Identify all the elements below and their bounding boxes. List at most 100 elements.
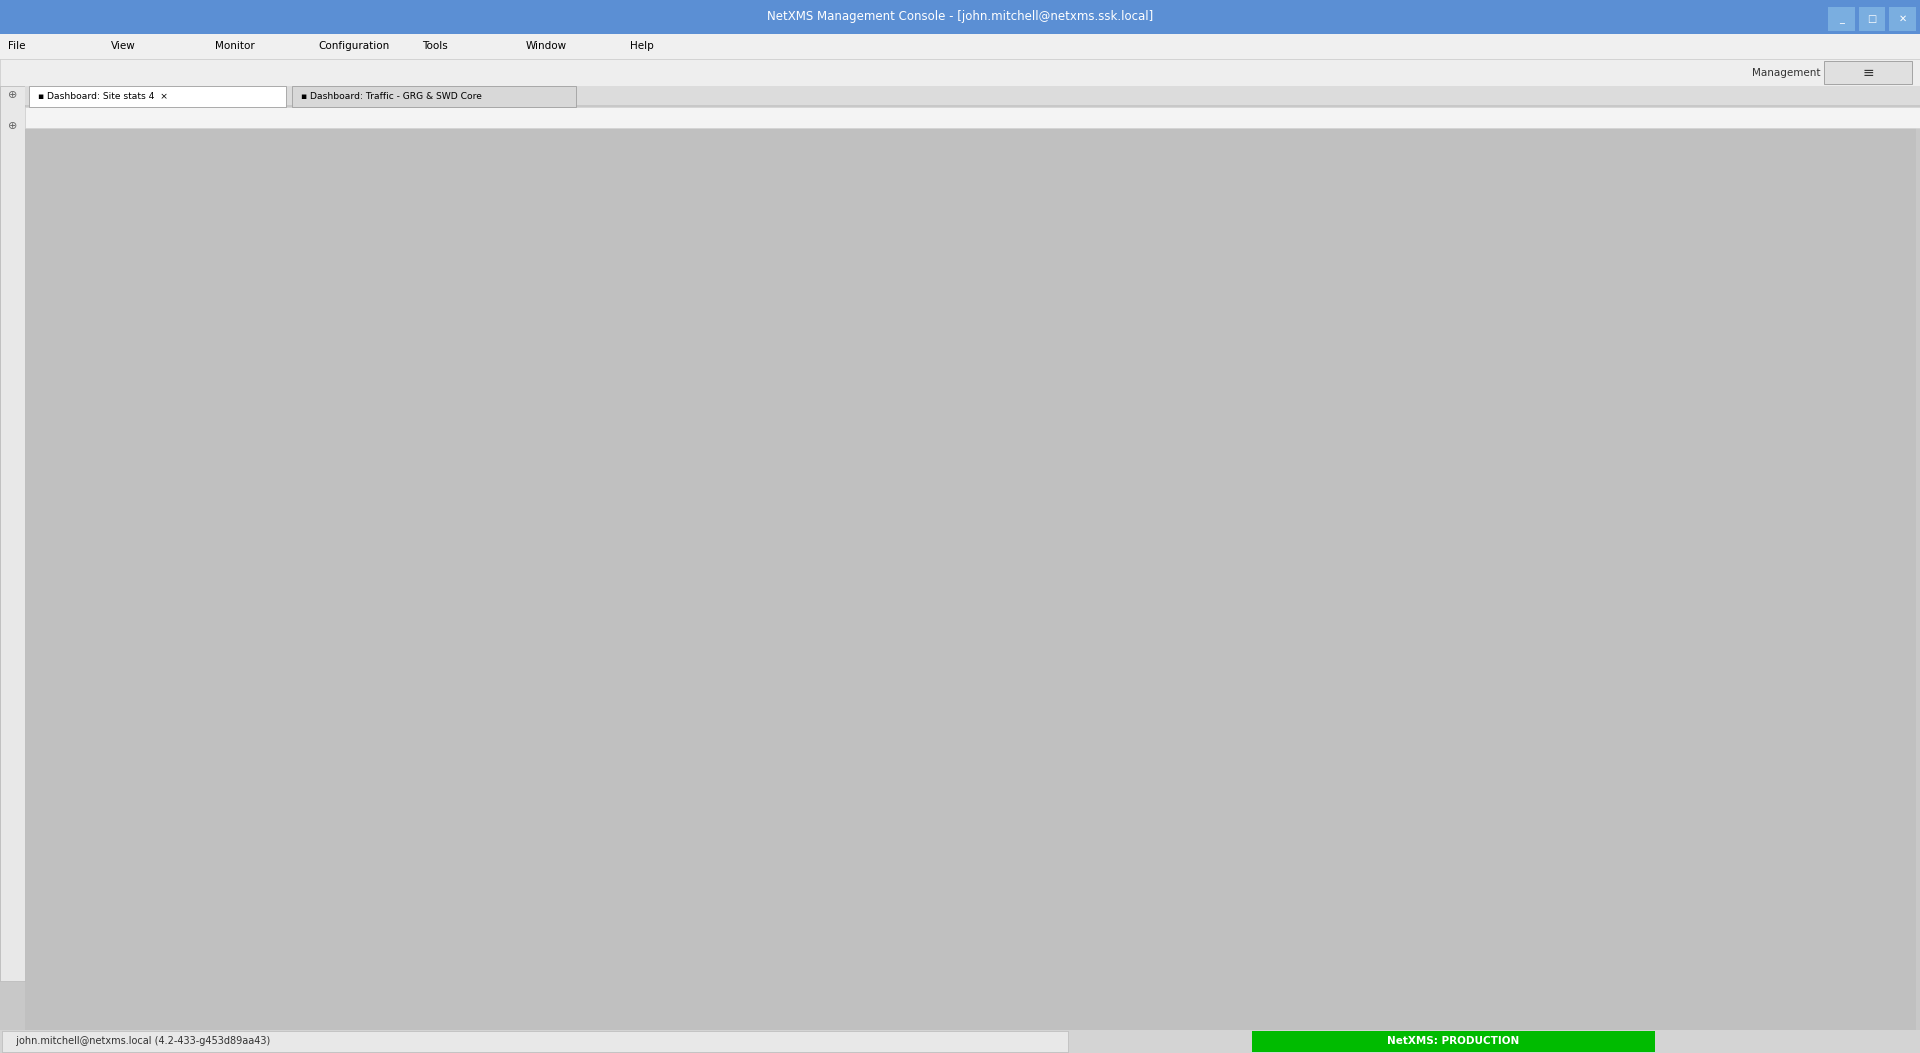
Text: 252.826 k: 252.826 k [426,539,472,548]
Bar [632,857,634,891]
Bar [1511,392,1515,432]
Bar [1071,859,1075,891]
Bar [985,962,1002,975]
Bar [1373,388,1375,432]
Bar [718,860,722,891]
Bar [1857,865,1859,891]
Bar [1690,857,1692,891]
Bar [1636,388,1640,432]
Text: 0.000: 0.000 [1613,477,1638,486]
Bar [1526,856,1530,891]
Bar [724,860,726,891]
Bar [1578,388,1580,432]
Bar [1359,862,1363,891]
Text: 3.559 M: 3.559 M [1855,505,1891,514]
Bar [1094,860,1096,891]
Bar [985,935,1002,947]
Bar [1534,391,1536,432]
Bar [948,859,952,891]
Bar [1832,388,1836,432]
Text: Robertson: Robertson [703,138,770,151]
Bar [630,857,632,891]
Bar [1553,857,1557,891]
Bar [1087,860,1089,891]
Bar [1482,857,1486,891]
Bar [1690,392,1692,432]
Bar [1561,859,1563,891]
Bar [1548,857,1551,891]
Bar [849,857,852,891]
Bar [1375,388,1379,432]
Text: Latency: Latency [60,450,94,458]
Bar [1044,858,1048,891]
Bar [687,859,691,891]
Bar [2,1031,1068,1052]
Bar [922,859,925,891]
Bar [1169,859,1171,891]
Bar [1192,383,1196,432]
Bar [1288,382,1290,432]
Text: 189.448 k: 189.448 k [1292,992,1338,1001]
Bar [1244,857,1246,891]
Bar [1682,859,1686,891]
Bar [1811,386,1812,432]
Text: 0.000: 0.000 [828,936,854,946]
Bar [1492,857,1496,891]
Bar [1394,860,1398,891]
Text: 20.573: 20.573 [434,450,465,458]
Text: Latency: Latency [1482,450,1517,458]
Bar [1089,365,1092,432]
Bar [1624,861,1626,891]
Text: 4.936 M: 4.936 M [349,516,386,525]
Bar [1699,857,1701,891]
Bar [1763,389,1764,432]
Text: Avg: Avg [1388,440,1407,449]
Bar [1476,857,1478,891]
Bar [1812,860,1816,891]
Bar [1048,858,1050,891]
Bar [1736,391,1738,432]
Bar [1294,365,1298,432]
Bar [634,857,637,891]
Bar [1012,858,1014,891]
Bar [1534,857,1536,891]
Bar [1016,859,1020,891]
Text: Loss: Loss [1008,936,1027,946]
Bar [1271,380,1273,432]
Text: TX: TX [1482,992,1494,1001]
Bar [1592,386,1596,432]
Bar [1277,381,1281,432]
Bar [1515,393,1517,432]
Bar [1058,859,1060,891]
Bar [1811,861,1812,891]
Bar [1507,394,1511,432]
Bar [1409,383,1411,432]
Bar [1248,858,1252,891]
Bar [1100,385,1104,432]
Bar [1142,388,1144,432]
Bar [1607,862,1609,891]
Text: 6.000: 6.000 [747,450,772,458]
Bar [1256,379,1260,432]
Bar [624,857,628,891]
Bar [1308,860,1309,891]
Bar [1367,862,1371,891]
Bar [1824,386,1828,432]
Bar [1338,384,1342,432]
Bar [1680,858,1682,891]
Bar [593,857,595,891]
Text: 7.000: 7.000 [1613,909,1638,917]
Bar [1830,863,1834,891]
Bar [511,476,528,488]
Bar [699,860,703,891]
Text: 1.000: 1.000 [1776,477,1803,486]
Bar [561,858,564,891]
Bar [1626,861,1628,891]
Bar [1705,394,1709,432]
Bar [1311,382,1315,432]
Bar [1152,374,1154,432]
Text: 342.440 k: 342.440 k [653,992,701,1001]
Bar [1304,861,1308,891]
Bar [768,859,770,891]
Bar [1672,861,1674,891]
